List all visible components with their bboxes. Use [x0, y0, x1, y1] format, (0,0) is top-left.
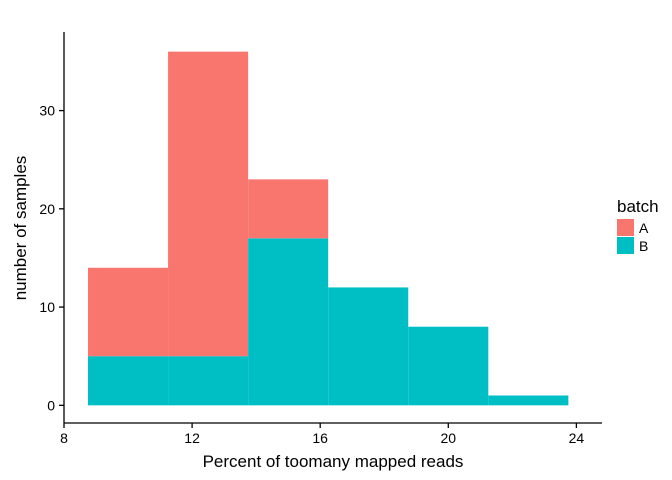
y-tick-label: 20	[39, 201, 55, 217]
x-tick-label: 20	[440, 430, 456, 446]
legend-label-a: A	[639, 220, 649, 236]
y-tick-label: 30	[39, 103, 55, 119]
y-tick-label: 10	[39, 299, 55, 315]
bar-b-bin-4	[328, 287, 409, 406]
x-tick-label: 8	[60, 430, 68, 446]
x-axis-title: Percent of toomany mapped reads	[203, 452, 464, 471]
axes	[63, 32, 602, 424]
bar-b-bin-3	[248, 238, 329, 406]
y-tick-label: 0	[47, 397, 55, 413]
bar-b-bin-2	[168, 356, 249, 406]
bar-b-bin-1	[88, 356, 169, 406]
legend-title: batch	[617, 197, 659, 216]
x-axis-ticks: 8 12 16 20 24	[60, 423, 584, 446]
x-tick-label: 12	[184, 430, 200, 446]
bar-a-bin-2	[168, 51, 249, 357]
bar-b-bin-6	[488, 395, 569, 406]
legend-swatch-b	[617, 237, 634, 254]
y-axis-title: number of samples	[11, 156, 30, 301]
x-tick-label: 16	[312, 430, 328, 446]
y-axis-ticks: 0 10 20 30	[39, 103, 64, 413]
x-tick-label: 24	[569, 430, 585, 446]
bar-a-bin-1	[88, 267, 169, 357]
legend-label-b: B	[639, 238, 648, 254]
bar-b-bin-5	[408, 326, 489, 406]
bar-a-bin-3	[248, 179, 329, 239]
legend: batch AB	[617, 197, 659, 254]
legend-swatch-a	[617, 219, 634, 236]
bar-layer	[88, 51, 569, 406]
